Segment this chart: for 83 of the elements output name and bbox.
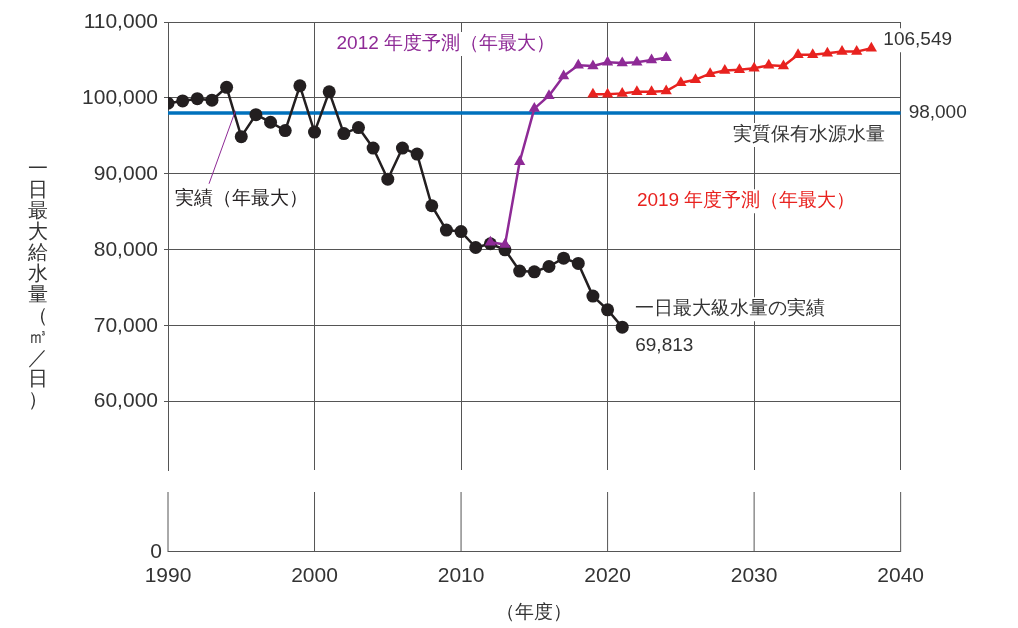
x-tick-label: 2020 xyxy=(584,563,631,587)
point xyxy=(704,67,716,77)
y-tick-label: 110,000 xyxy=(83,8,158,32)
point xyxy=(513,264,527,278)
point xyxy=(631,85,643,96)
ref-line-label: 実質保有水源水量 xyxy=(732,123,885,145)
y-tick-label: 70,000 xyxy=(93,312,158,336)
point xyxy=(645,85,658,96)
x-tick-label: 2000 xyxy=(291,563,338,587)
point xyxy=(807,48,819,58)
point xyxy=(601,87,614,98)
point xyxy=(572,58,584,69)
point xyxy=(439,223,453,237)
point xyxy=(645,53,658,64)
point xyxy=(543,89,555,99)
point xyxy=(499,237,511,248)
point xyxy=(763,58,775,69)
point xyxy=(205,93,219,107)
annotation: 106,549 xyxy=(883,28,953,50)
point xyxy=(322,85,336,99)
point xyxy=(527,265,541,279)
point xyxy=(395,141,409,155)
y-tick-label: 80,000 xyxy=(93,236,158,260)
annotation: 一日最大級水量の実績 xyxy=(635,297,826,319)
point xyxy=(542,260,556,273)
point xyxy=(748,61,760,72)
x-tick-label: 2030 xyxy=(730,563,778,587)
text: 一日最大給水量（㎥／日） xyxy=(28,157,48,410)
point xyxy=(865,41,877,52)
point xyxy=(836,45,848,55)
point xyxy=(586,289,600,303)
point xyxy=(249,108,263,122)
x-tick-label: 2010 xyxy=(437,563,485,587)
point xyxy=(484,235,496,246)
point xyxy=(293,79,307,93)
y-tick-label: 60,000 xyxy=(93,388,158,412)
point xyxy=(190,92,204,106)
point xyxy=(366,141,380,155)
point xyxy=(220,80,234,94)
y-tick-label: 100,000 xyxy=(82,84,158,108)
point xyxy=(777,59,790,70)
point xyxy=(351,121,365,135)
point xyxy=(689,73,702,83)
point xyxy=(557,251,571,265)
point xyxy=(821,46,834,57)
point xyxy=(792,48,804,58)
series-label: 2012 年度予測（年最大） xyxy=(336,32,556,54)
point xyxy=(425,199,439,213)
point xyxy=(308,125,322,139)
point xyxy=(616,56,628,67)
point xyxy=(660,51,672,61)
point xyxy=(851,45,863,55)
x-tick-label: 1990 xyxy=(144,563,192,587)
annotation: 69,813 xyxy=(635,334,694,356)
point xyxy=(675,76,687,86)
point xyxy=(337,127,351,141)
x-axis-title: （年度） xyxy=(496,600,573,622)
point xyxy=(587,87,599,98)
point xyxy=(558,69,570,80)
x-tick-label: 2040 xyxy=(877,563,924,587)
point xyxy=(469,241,483,255)
point xyxy=(601,303,615,317)
y-tick-label: 90,000 xyxy=(93,160,158,184)
point xyxy=(719,64,731,74)
point xyxy=(514,155,526,165)
point xyxy=(733,63,746,74)
point xyxy=(571,256,585,270)
point xyxy=(528,102,540,112)
point xyxy=(176,94,190,108)
text: 実績（年最大） xyxy=(175,187,309,209)
point xyxy=(615,320,629,334)
point xyxy=(660,84,672,95)
text: 2019 年度予測（年最大） xyxy=(636,189,856,211)
point xyxy=(234,130,248,144)
point xyxy=(587,59,599,70)
text: 0 xyxy=(150,538,162,562)
point xyxy=(616,86,628,97)
point xyxy=(264,115,278,129)
annotation: 98,000 xyxy=(908,101,967,123)
point xyxy=(454,225,468,239)
point xyxy=(278,124,292,138)
point xyxy=(381,172,395,186)
point xyxy=(410,147,424,161)
